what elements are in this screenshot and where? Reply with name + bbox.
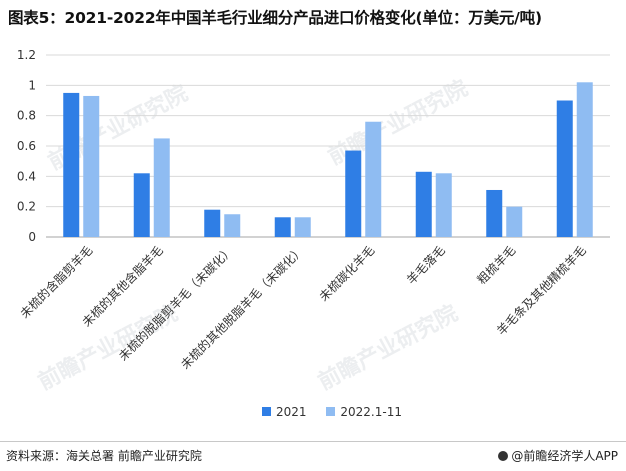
footer-divider: [0, 441, 626, 442]
legend-label: 2022.1-11: [340, 405, 402, 419]
bar-2022.1-11-5: [435, 173, 452, 237]
bar-2021-1: [133, 173, 150, 237]
chart-title: 图表5：2021-2022年中国羊毛行业细分产品进口价格变化(单位：万美元/吨): [8, 9, 542, 27]
y-tick-label: 0.2: [17, 200, 36, 214]
x-tick-label: 未梳碳化羊毛: [316, 243, 378, 305]
x-tick-label: 未梳的其他脱脂羊毛（未碳化）: [177, 243, 306, 372]
bar-2021-4: [345, 150, 362, 237]
y-tick-label: 0.4: [17, 169, 36, 183]
legend: 2021 2022.1-11: [262, 405, 418, 419]
bar-2022.1-11-1: [153, 138, 170, 237]
bar-2021-7: [556, 100, 573, 237]
credit-text: @前瞻经济学人APP: [511, 449, 618, 463]
x-tick-label: 粗梳羊毛: [474, 243, 519, 288]
bar-2021-6: [486, 189, 503, 237]
y-tick-label: 1.2: [17, 48, 36, 62]
bar-2022.1-11-7: [576, 82, 593, 237]
x-tick-label: 羊毛落毛: [403, 243, 448, 288]
bar-chart: 00.20.40.60.811.2未梳的含脂剪羊毛未梳的其他含脂羊毛未梳的脱脂剪…: [17, 48, 610, 372]
app-logo-icon: [498, 451, 509, 461]
y-tick-label: 0.6: [17, 139, 36, 153]
bar-2022.1-11-3: [294, 217, 311, 237]
source-note: 资料来源：海关总署 前瞻产业研究院: [6, 449, 202, 463]
bar-2022.1-11-6: [506, 206, 523, 237]
legend-swatch: [262, 407, 271, 416]
bar-2022.1-11-0: [83, 95, 100, 237]
legend-item-2021: 2021: [262, 405, 307, 419]
bar-2021-5: [415, 171, 432, 237]
y-tick-label: 0: [28, 230, 36, 244]
y-tick-label: 0.8: [17, 109, 36, 123]
legend-swatch: [326, 407, 336, 416]
x-tick-label: 未梳的含脂剪羊毛: [17, 243, 95, 321]
bar-2021-3: [274, 217, 291, 237]
y-tick-label: 1: [28, 78, 36, 92]
bar-2021-2: [204, 209, 221, 237]
legend-label: 2021: [276, 405, 307, 419]
bar-2021-0: [63, 92, 80, 238]
bar-2022.1-11-4: [365, 121, 382, 237]
legend-item-2022: 2022.1-11: [326, 405, 402, 419]
bar-2022.1-11-2: [224, 214, 241, 237]
credit-note: @前瞻经济学人APP: [498, 447, 618, 464]
x-tick-label: 未梳的脱脂剪羊毛（未碳化）: [115, 243, 236, 364]
